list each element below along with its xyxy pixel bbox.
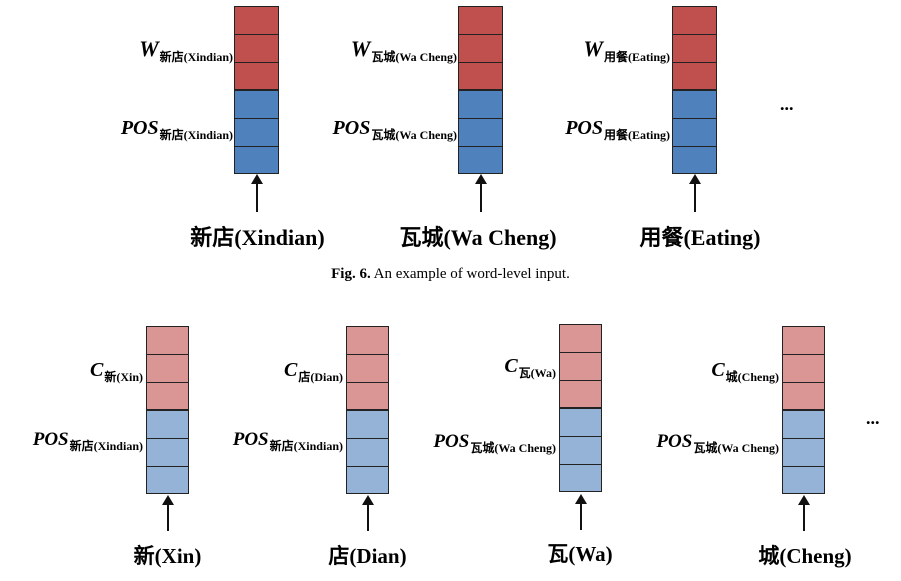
ellipsis-fig7: ... xyxy=(866,408,880,428)
arrow-c2 xyxy=(362,495,374,531)
pos-label-c3: POS瓦城(Wa Cheng) xyxy=(433,431,556,455)
pos-label-c4: POS瓦城(Wa Cheng) xyxy=(656,431,779,455)
w-label-2: W瓦城(Wa Cheng) xyxy=(350,36,457,64)
arrow-c3 xyxy=(575,494,587,530)
arrow-c1 xyxy=(162,495,174,531)
c-vector-4 xyxy=(782,326,825,410)
arrow-c4 xyxy=(798,495,810,531)
w-label-1: W新店(Xindian) xyxy=(139,36,233,64)
pos-vector-c4 xyxy=(782,410,825,494)
char-label-1: 新(Xin) xyxy=(133,544,202,568)
w-label-3: W用餐(Eating) xyxy=(583,36,670,64)
ellipsis-fig6: ... xyxy=(780,94,794,114)
pos-label-2: POS瓦城(Wa Cheng) xyxy=(332,117,457,142)
w-vector-1 xyxy=(234,6,279,90)
word-label-3: 用餐(Eating) xyxy=(639,225,761,250)
w-vector-2 xyxy=(458,6,503,90)
pos-vector-3 xyxy=(672,90,717,174)
figure-caption: Fig. 6. An example of word-level input. xyxy=(331,266,570,282)
pos-label-c2: POS新店(Xindian) xyxy=(232,429,343,453)
c-vector-2 xyxy=(346,326,389,410)
word-label-1: 新店(Xindian) xyxy=(190,225,325,250)
pos-vector-c3 xyxy=(559,408,602,492)
pos-label-1: POS新店(Xindian) xyxy=(120,117,233,142)
char-label-2: 店(Dian) xyxy=(328,544,407,568)
c-label-3: C瓦(Wa) xyxy=(504,355,556,380)
pos-vector-2 xyxy=(458,90,503,174)
pos-vector-1 xyxy=(234,90,279,174)
c-label-1: C新(Xin) xyxy=(89,359,143,384)
char-label-3: 瓦(Wa) xyxy=(547,542,613,566)
c-label-2: C店(Dian) xyxy=(283,359,343,384)
c-vector-1 xyxy=(146,326,189,410)
word-label-2: 瓦城(Wa Cheng) xyxy=(399,225,557,250)
c-vector-3 xyxy=(559,324,602,408)
arrow-3 xyxy=(689,174,701,212)
arrow-1 xyxy=(251,174,263,212)
pos-vector-c2 xyxy=(346,410,389,494)
char-label-4: 城(Cheng) xyxy=(758,544,852,568)
pos-vector-c1 xyxy=(146,410,189,494)
arrow-2 xyxy=(475,174,487,212)
w-vector-3 xyxy=(672,6,717,90)
pos-label-3: POS用餐(Eating) xyxy=(565,117,670,142)
pos-label-c1: POS新店(Xindian) xyxy=(32,429,143,453)
c-label-4: C城(Cheng) xyxy=(711,359,779,384)
